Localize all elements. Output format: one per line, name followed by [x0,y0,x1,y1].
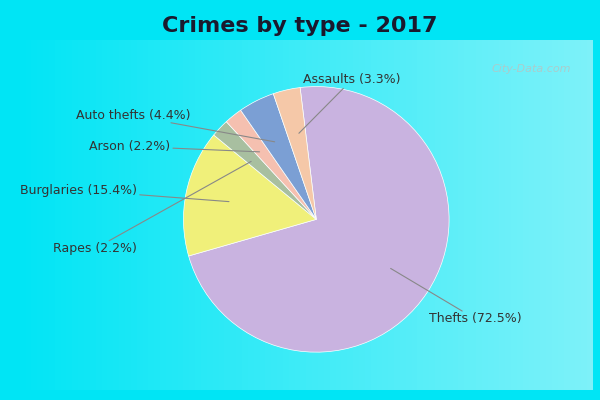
Text: Burglaries (15.4%): Burglaries (15.4%) [20,184,229,202]
Wedge shape [214,122,316,219]
Text: City-Data.com: City-Data.com [492,64,571,74]
Wedge shape [241,94,316,219]
Text: Assaults (3.3%): Assaults (3.3%) [299,74,401,133]
Text: Crimes by type - 2017: Crimes by type - 2017 [162,16,438,36]
Wedge shape [226,110,316,219]
Wedge shape [274,88,316,219]
Wedge shape [184,135,316,256]
Text: Arson (2.2%): Arson (2.2%) [89,140,260,153]
Text: Thefts (72.5%): Thefts (72.5%) [391,268,522,326]
Text: Rapes (2.2%): Rapes (2.2%) [53,162,251,255]
Wedge shape [188,86,449,352]
Text: Auto thefts (4.4%): Auto thefts (4.4%) [76,109,275,142]
